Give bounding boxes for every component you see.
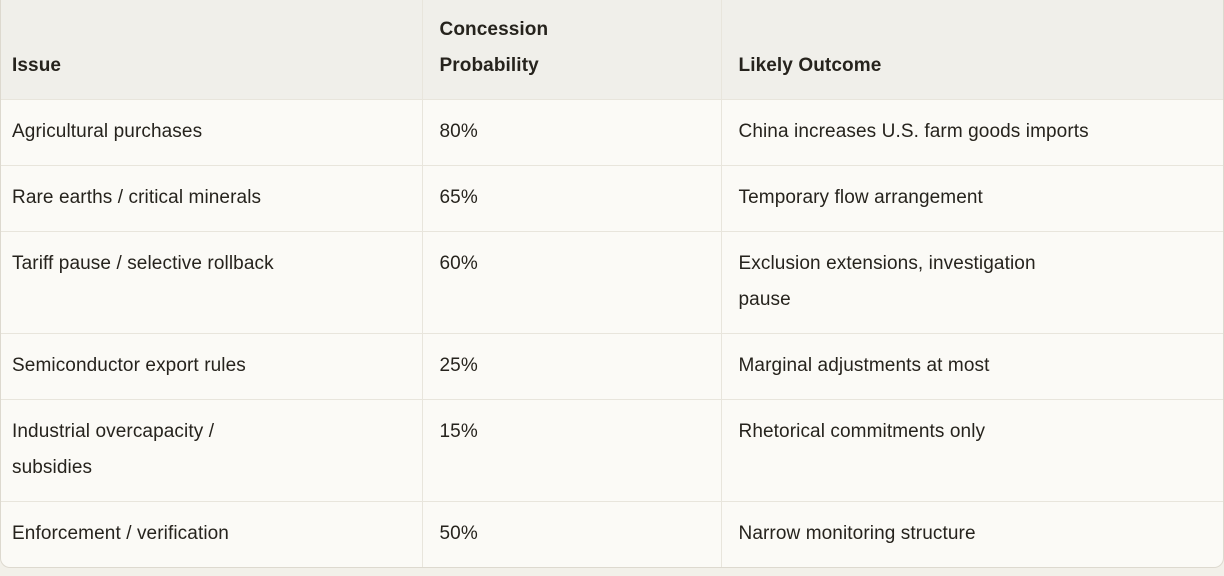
table-row: Agricultural purchases 80% China increas…: [1, 99, 1223, 166]
table-row: Tariff pause / selective rollback 60% Ex…: [1, 231, 1223, 334]
cell-issue: Industrial overcapacity / subsidies: [1, 399, 422, 502]
cell-outcome: Marginal adjustments at most: [720, 333, 1223, 400]
cell-issue: Rare earths / critical minerals: [1, 165, 422, 232]
cell-outcome: Exclusion extensions, investigation paus…: [720, 231, 1223, 334]
table-row: Rare earths / critical minerals 65% Temp…: [1, 165, 1223, 232]
cell-outcome: Narrow monitoring structure: [720, 501, 1223, 567]
table-row: Industrial overcapacity / subsidies 15% …: [1, 399, 1223, 502]
table-row: Semiconductor export rules 25% Marginal …: [1, 333, 1223, 400]
cell-outcome: China increases U.S. farm goods imports: [720, 99, 1223, 166]
column-header-probability: Concession Probability: [421, 0, 721, 100]
header-row: Issue Concession Probability Likely Outc…: [1, 0, 1223, 100]
cell-probability: 60%: [421, 231, 721, 334]
cell-outcome: Rhetorical commitments only: [720, 399, 1223, 502]
column-header-issue: Issue: [1, 0, 422, 100]
cell-probability: 25%: [421, 333, 721, 400]
cell-issue: Enforcement / verification: [1, 501, 422, 567]
cell-issue: Agricultural purchases: [1, 99, 422, 166]
cell-issue: Tariff pause / selective rollback: [1, 231, 422, 334]
column-header-outcome: Likely Outcome: [720, 0, 1223, 100]
cell-probability: 15%: [421, 399, 721, 502]
cell-probability: 50%: [421, 501, 721, 567]
cell-probability: 80%: [421, 99, 721, 166]
cell-probability: 65%: [421, 165, 721, 232]
table-row: Enforcement / verification 50% Narrow mo…: [1, 501, 1223, 567]
cell-outcome: Temporary flow arrangement: [720, 165, 1223, 232]
cell-issue: Semiconductor export rules: [1, 333, 422, 400]
